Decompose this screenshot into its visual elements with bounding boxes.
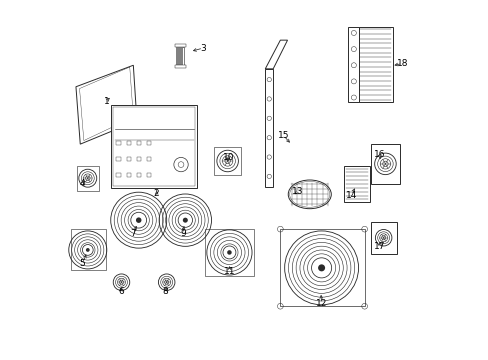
- Bar: [358, 27, 392, 102]
- Polygon shape: [76, 65, 137, 144]
- Bar: [370, 144, 399, 184]
- Bar: [147, 173, 151, 177]
- Bar: [370, 222, 396, 253]
- Bar: [137, 173, 141, 177]
- Text: 15: 15: [277, 131, 288, 140]
- Text: 9: 9: [180, 229, 185, 238]
- Bar: [280, 229, 364, 306]
- Circle shape: [227, 250, 231, 255]
- Bar: [137, 140, 141, 145]
- Text: 17: 17: [373, 242, 385, 251]
- Bar: [116, 173, 121, 177]
- Text: 7: 7: [130, 229, 136, 238]
- Text: 4: 4: [80, 179, 85, 188]
- Circle shape: [86, 248, 89, 252]
- Text: 13: 13: [291, 187, 303, 196]
- Bar: [180, 47, 181, 65]
- Bar: [147, 157, 151, 161]
- Bar: [174, 64, 186, 68]
- Bar: [265, 69, 273, 187]
- Text: 3: 3: [200, 44, 206, 53]
- Bar: [204, 229, 253, 276]
- Bar: [344, 166, 369, 202]
- Bar: [113, 107, 195, 186]
- Bar: [174, 44, 186, 47]
- Text: 6: 6: [118, 287, 123, 296]
- Bar: [182, 47, 183, 65]
- Bar: [111, 105, 197, 188]
- Circle shape: [317, 264, 325, 271]
- Text: 2: 2: [154, 189, 159, 198]
- Bar: [126, 173, 131, 177]
- Text: 14: 14: [345, 190, 356, 199]
- Ellipse shape: [287, 180, 330, 209]
- Text: 16: 16: [373, 150, 385, 159]
- Bar: [70, 229, 105, 270]
- Bar: [175, 47, 177, 65]
- Circle shape: [136, 217, 141, 223]
- Text: 8: 8: [163, 287, 168, 296]
- Bar: [126, 157, 131, 161]
- Text: 10: 10: [222, 153, 234, 162]
- Text: 12: 12: [315, 299, 326, 308]
- Text: 18: 18: [396, 59, 407, 68]
- Bar: [126, 140, 131, 145]
- Bar: [147, 140, 151, 145]
- Bar: [178, 47, 179, 65]
- Bar: [348, 27, 359, 102]
- Text: 5: 5: [80, 259, 85, 268]
- Circle shape: [183, 218, 187, 223]
- Bar: [116, 140, 121, 145]
- Bar: [214, 147, 241, 175]
- Bar: [116, 157, 121, 161]
- Text: 11: 11: [223, 267, 235, 276]
- Text: 1: 1: [103, 96, 109, 105]
- Bar: [137, 157, 141, 161]
- Bar: [77, 166, 99, 191]
- Polygon shape: [265, 40, 287, 69]
